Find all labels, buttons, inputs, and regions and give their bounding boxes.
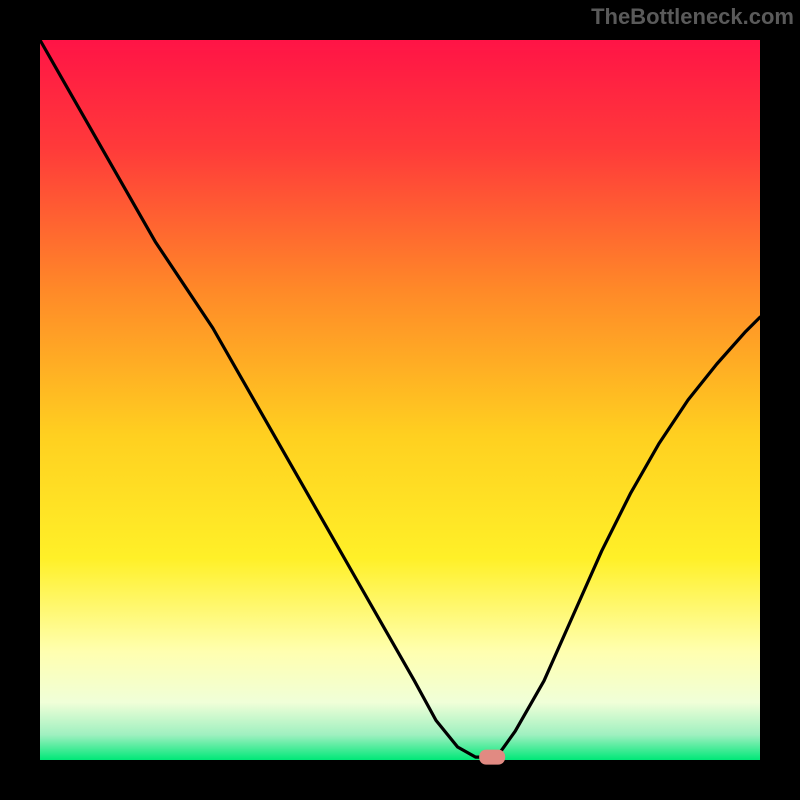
plot-background [40, 40, 760, 760]
watermark-text: TheBottleneck.com [591, 4, 794, 30]
chart-stage: TheBottleneck.com [0, 0, 800, 800]
bottleneck-chart-svg [0, 0, 800, 800]
optimal-marker [479, 750, 505, 765]
